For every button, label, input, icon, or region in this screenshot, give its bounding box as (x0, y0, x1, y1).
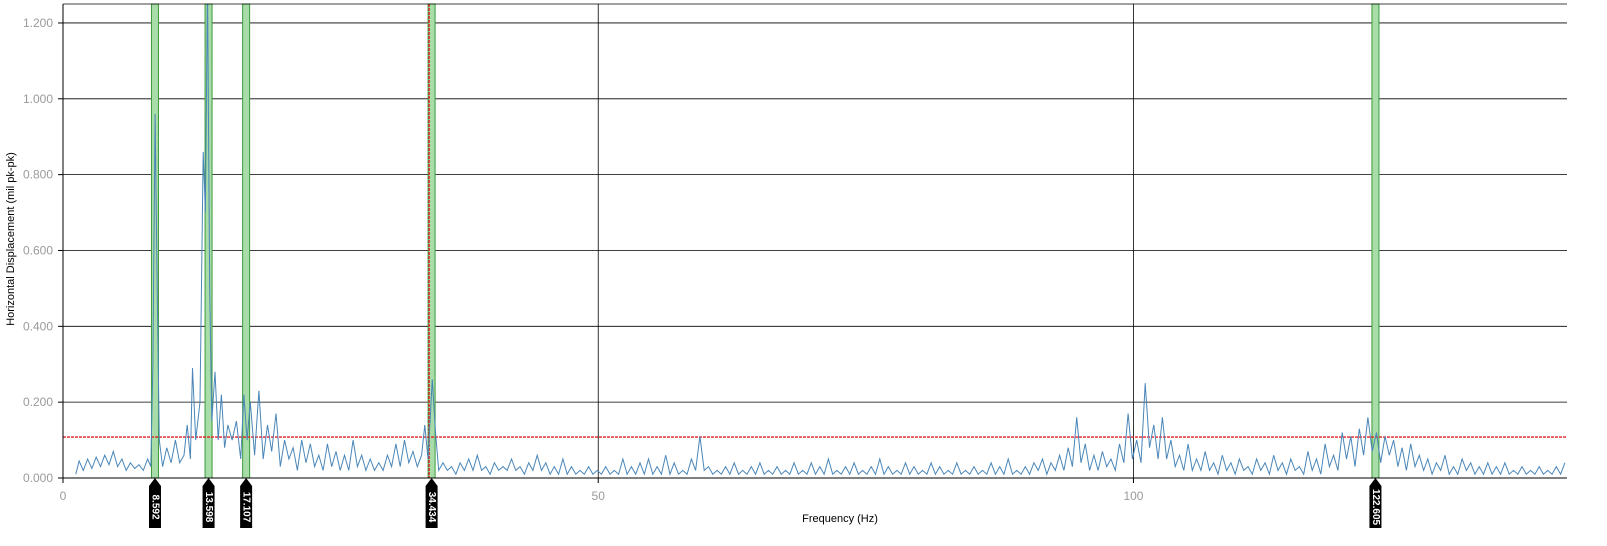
spectrum-line (75, 4, 1566, 476)
x-tick-label: 100 (1123, 489, 1143, 503)
x-tick-label: 0 (60, 489, 67, 503)
marker-label: 17.107 (240, 492, 251, 523)
marker-pointer (240, 478, 253, 528)
frequency-marker: 8.592 (148, 478, 161, 528)
y-tick-labels: 0.000 0.200 0.400 0.600 0.800 1.000 1.200 (23, 16, 53, 485)
marker-label: 34.434 (426, 492, 437, 523)
grid (63, 4, 1567, 478)
y-tick-label: 1.000 (23, 92, 53, 106)
x-axis-title: Frequency (Hz) (802, 513, 878, 525)
series-layer (75, 4, 1566, 476)
y-tick-label: 0.200 (23, 395, 53, 409)
marker-pointer (148, 478, 161, 528)
marker-pointer (202, 478, 215, 528)
marker-pointer (1369, 478, 1382, 528)
alarm-lines (63, 4, 1567, 478)
frequency-markers: 8.592 13.598 17.107 34.434 122.605 (148, 478, 1382, 528)
frequency-marker: 122.605 (1369, 478, 1382, 528)
y-tick-label: 1.200 (23, 16, 53, 30)
marker-label: 122.605 (1370, 489, 1381, 526)
axes (58, 3, 1567, 483)
y-tick-label: 0.600 (23, 243, 53, 257)
fault-band (1371, 3, 1380, 479)
y-tick-label: 0.000 (23, 471, 53, 485)
frequency-marker: 17.107 (240, 478, 253, 528)
frequency-marker: 13.598 (202, 478, 215, 528)
marker-label: 8.592 (149, 494, 160, 519)
marker-pointer (425, 478, 438, 528)
x-tick-label: 50 (592, 489, 606, 503)
plot-area (63, 4, 1567, 478)
y-tick-label: 0.400 (23, 319, 53, 333)
frequency-marker: 34.434 (425, 478, 438, 528)
y-axis-title: Horizontal Displacement (mil pk-pk) (5, 152, 17, 326)
x-tick-labels: 0 50 100 (60, 489, 1144, 503)
y-tick-label: 0.800 (23, 168, 53, 182)
marker-label: 13.598 (203, 492, 214, 523)
